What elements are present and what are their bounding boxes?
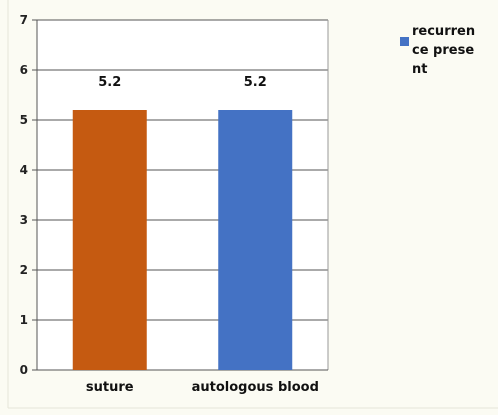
legend-label: recurrence present — [412, 24, 476, 77]
y-tick-label: 4 — [20, 163, 28, 177]
y-tick-label: 3 — [20, 213, 28, 227]
y-tick-label: 1 — [20, 313, 28, 327]
x-category-label: suture — [86, 380, 134, 395]
x-category-label: autologous blood — [192, 380, 319, 395]
legend: recurrence present — [400, 22, 492, 79]
bar-autologous-blood — [218, 110, 293, 370]
data-label: 5.2 — [98, 75, 121, 90]
data-label: 5.2 — [244, 75, 267, 90]
y-tick-label: 6 — [20, 63, 28, 77]
y-tick-label: 7 — [20, 13, 28, 27]
y-tick-label: 5 — [20, 113, 28, 127]
y-tick-label: 0 — [20, 363, 28, 377]
y-tick-label: 2 — [20, 263, 28, 277]
bar-suture — [72, 110, 147, 370]
legend-swatch — [400, 37, 409, 46]
